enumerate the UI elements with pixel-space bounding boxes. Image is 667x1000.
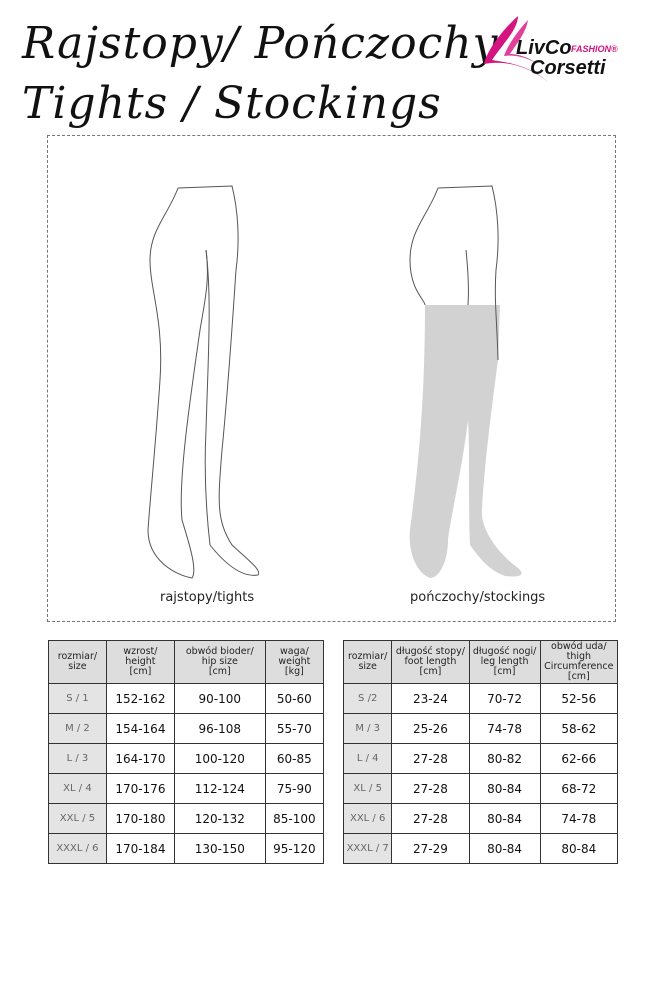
value-cell: 68-72: [539, 773, 619, 804]
value-cell: 60-85: [264, 743, 325, 774]
value-cell: 164-170: [105, 743, 175, 774]
value-cell: 27-28: [391, 743, 470, 774]
size-cell: L / 3: [48, 743, 107, 774]
value-cell: 170-176: [105, 773, 175, 804]
size-cell: S / 1: [48, 683, 107, 714]
tights-size-table: rozmiar/ size wzrost/ height [cm] obwód bi…: [48, 640, 325, 864]
value-cell: 80-84: [468, 803, 541, 834]
column-header: obwód uda/ thigh Circumference [cm]: [539, 640, 619, 684]
value-cell: 70-72: [468, 683, 541, 714]
value-cell: 100-120: [173, 743, 266, 774]
value-cell: 27-28: [391, 803, 470, 834]
value-cell: 52-56: [539, 683, 619, 714]
title-polish: Rajstopy/ Pończochy: [22, 18, 499, 69]
stockings-figure: [409, 185, 522, 578]
table-row: M / 2 154-164 96-108 55-70: [48, 713, 325, 744]
value-cell: 74-78: [468, 713, 541, 744]
svg-text:LivCo: LivCo: [516, 37, 572, 59]
table-row: L / 3 164-170 100-120 60-85: [48, 743, 325, 774]
header-row: rozmiar/ size wzrost/ height [cm] obwód bi…: [48, 640, 325, 684]
column-header: waga/ weight [kg]: [264, 640, 325, 684]
value-cell: 25-26: [391, 713, 470, 744]
column-header: długość stopy/ foot length [cm]: [391, 640, 470, 684]
value-cell: 85-100: [264, 803, 325, 834]
value-cell: 170-180: [105, 803, 175, 834]
size-cell: XXXL / 7: [342, 833, 393, 864]
table-row: S /2 23-24 70-72 52-56: [342, 683, 619, 714]
value-cell: 27-29: [391, 833, 470, 864]
value-cell: 95-120: [264, 833, 325, 864]
header-row: rozmiar/ size długość stopy/ foot length …: [342, 640, 619, 684]
title-english: Tights / Stockings: [22, 78, 442, 129]
table-row: XL / 4 170-176 112-124 75-90: [48, 773, 325, 804]
table-row: L / 4 27-28 80-82 62-66: [342, 743, 619, 774]
size-cell: XL / 4: [48, 773, 107, 804]
legs-illustration: [147, 185, 522, 579]
value-cell: 90-100: [173, 683, 266, 714]
column-header: długość nogi/ leg length [cm]: [468, 640, 541, 684]
column-header: obwód bioder/ hip size [cm]: [173, 640, 266, 684]
table-row: M / 3 25-26 74-78 58-62: [342, 713, 619, 744]
value-cell: 23-24: [391, 683, 470, 714]
value-cell: 80-84: [468, 773, 541, 804]
svg-text:FASHION®: FASHION®: [571, 44, 618, 54]
column-header: rozmiar/ size: [48, 640, 107, 684]
stockings-caption: pończochy/stockings: [410, 590, 546, 605]
brand-logo: LivCo FASHION® Corsetti: [478, 14, 628, 84]
value-cell: 130-150: [173, 833, 266, 864]
column-header: wzrost/ height [cm]: [105, 640, 175, 684]
table-row: XL / 5 27-28 80-84 68-72: [342, 773, 619, 804]
value-cell: 154-164: [105, 713, 175, 744]
size-cell: XXXL / 6: [48, 833, 107, 864]
value-cell: 80-84: [539, 833, 619, 864]
value-cell: 96-108: [173, 713, 266, 744]
value-cell: 170-184: [105, 833, 175, 864]
value-cell: 50-60: [264, 683, 325, 714]
tights-caption: rajstopy/tights: [160, 590, 255, 605]
table-row: XXL / 5 170-180 120-132 85-100: [48, 803, 325, 834]
value-cell: 58-62: [539, 713, 619, 744]
value-cell: 80-82: [468, 743, 541, 774]
size-cell: L / 4: [342, 743, 393, 774]
value-cell: 152-162: [105, 683, 175, 714]
table-row: XXXL / 6 170-184 130-150 95-120: [48, 833, 325, 864]
size-cell: M / 2: [48, 713, 107, 744]
column-header: rozmiar/ size: [342, 640, 393, 684]
stockings-size-table: rozmiar/ size długość stopy/ foot length …: [342, 640, 619, 864]
value-cell: 62-66: [539, 743, 619, 774]
size-cell: S /2: [342, 683, 393, 714]
illustration-frame: [47, 135, 616, 622]
wing-icon: LivCo FASHION® Corsetti: [484, 16, 618, 82]
size-cell: XXL / 5: [48, 803, 107, 834]
value-cell: 112-124: [173, 773, 266, 804]
value-cell: 80-84: [468, 833, 541, 864]
size-cell: XL / 5: [342, 773, 393, 804]
value-cell: 120-132: [173, 803, 266, 834]
svg-text:Corsetti: Corsetti: [530, 57, 606, 79]
table-row: XXL / 6 27-28 80-84 74-78: [342, 803, 619, 834]
value-cell: 74-78: [539, 803, 619, 834]
tights-figure: [147, 185, 260, 579]
value-cell: 55-70: [264, 713, 325, 744]
value-cell: 27-28: [391, 773, 470, 804]
table-row: S / 1 152-162 90-100 50-60: [48, 683, 325, 714]
size-cell: XXL / 6: [342, 803, 393, 834]
value-cell: 75-90: [264, 773, 325, 804]
size-cell: M / 3: [342, 713, 393, 744]
table-row: XXXL / 7 27-29 80-84 80-84: [342, 833, 619, 864]
